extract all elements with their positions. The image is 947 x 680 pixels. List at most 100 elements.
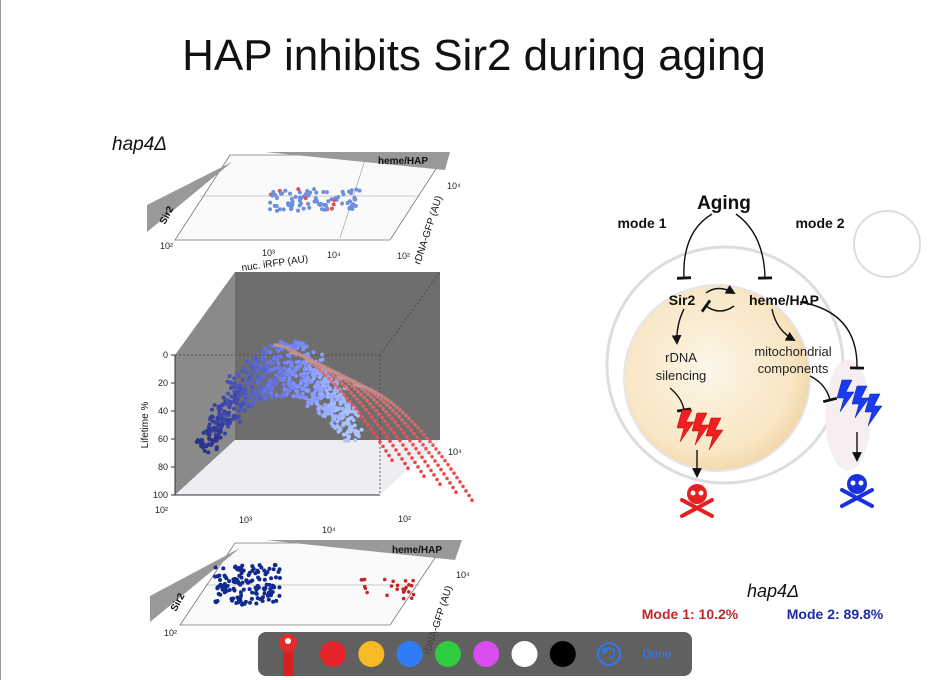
scatter-dot bbox=[334, 376, 338, 380]
scatter-dot bbox=[237, 419, 242, 424]
z-tick-label: 10² bbox=[398, 514, 411, 524]
scatter-dot bbox=[393, 420, 397, 424]
scatter-dot bbox=[332, 405, 337, 410]
mode2-result: Mode 2: 89.8% bbox=[787, 606, 884, 622]
scatter-dot bbox=[313, 388, 318, 393]
scatter-dot bbox=[350, 384, 354, 388]
scatter-dot bbox=[221, 566, 226, 571]
scatter-dot bbox=[413, 422, 417, 427]
scatter-dot bbox=[407, 451, 411, 456]
scatter-dot bbox=[434, 447, 438, 451]
scatter-dot bbox=[289, 201, 294, 206]
damage-bolts-blue bbox=[836, 379, 883, 427]
scatter-dot bbox=[348, 429, 353, 434]
scatter-dot bbox=[401, 596, 406, 601]
scatter-dot bbox=[467, 493, 471, 498]
color-swatch[interactable] bbox=[549, 641, 576, 667]
scatter-dot bbox=[252, 368, 257, 373]
scatter-dot bbox=[324, 373, 328, 378]
scatter-dot bbox=[229, 380, 234, 385]
scatter-dot bbox=[354, 407, 358, 411]
scatter-dot bbox=[240, 563, 245, 568]
scatter-dot bbox=[232, 389, 237, 394]
scatter-dot bbox=[372, 397, 376, 402]
scatter-dot bbox=[291, 385, 296, 390]
scatter-dot bbox=[267, 566, 272, 571]
color-swatch[interactable] bbox=[320, 641, 346, 667]
scatter-dot bbox=[333, 370, 337, 374]
scatter-dot bbox=[307, 364, 312, 369]
scatter-dot bbox=[300, 373, 305, 378]
scatter-dot bbox=[221, 402, 226, 407]
scatter-dot bbox=[216, 405, 221, 410]
scatter-dot bbox=[406, 466, 410, 471]
scatter-dot bbox=[269, 576, 274, 581]
scatter-dot bbox=[256, 575, 261, 580]
scatter-dot bbox=[288, 204, 293, 209]
scatter-dot bbox=[225, 379, 230, 384]
mode-label: mode 1 bbox=[617, 215, 666, 231]
scatter-dot bbox=[263, 572, 268, 577]
scatter-dot bbox=[384, 449, 388, 453]
scatter-dot bbox=[242, 408, 247, 413]
strain-label: hap4Δ bbox=[112, 134, 167, 155]
scatter-dot bbox=[325, 391, 330, 396]
scatter-dot bbox=[324, 388, 329, 393]
scatter-dot bbox=[325, 383, 330, 388]
scatter-dot bbox=[291, 381, 296, 386]
scatter-dot bbox=[353, 438, 358, 443]
scatter-dot bbox=[394, 448, 398, 452]
y-tick-label: 20 bbox=[158, 378, 168, 388]
scatter-dot bbox=[208, 415, 213, 420]
scatter-dot bbox=[212, 426, 217, 431]
color-swatch[interactable] bbox=[358, 641, 385, 667]
undo-button[interactable] bbox=[597, 642, 621, 666]
scatter-dot bbox=[416, 465, 420, 469]
scatter-dot bbox=[313, 371, 318, 376]
scatter-dot bbox=[261, 358, 266, 363]
scatter-dot bbox=[278, 340, 283, 345]
color-swatch[interactable] bbox=[473, 641, 500, 667]
rdna-label: rDNA bbox=[665, 350, 697, 365]
scatter-dot bbox=[330, 379, 334, 384]
scatter-dot bbox=[402, 431, 406, 435]
scatter-dot bbox=[303, 378, 308, 383]
color-swatch[interactable] bbox=[511, 641, 538, 667]
scatter-dot bbox=[383, 396, 387, 400]
scatter-dot bbox=[233, 565, 238, 570]
scatter-dot bbox=[400, 457, 404, 461]
done-button[interactable]: Done bbox=[643, 647, 672, 661]
color-swatch[interactable] bbox=[434, 641, 461, 667]
scatter-dot bbox=[446, 463, 450, 467]
floor bbox=[175, 440, 440, 495]
scatter-dot bbox=[366, 423, 370, 427]
scatter-dot bbox=[253, 591, 258, 596]
color-swatch[interactable] bbox=[396, 641, 423, 667]
scatter-dot bbox=[397, 452, 401, 457]
scatter-dot bbox=[305, 352, 310, 357]
scatter-dot bbox=[270, 583, 275, 588]
scatter-dot bbox=[296, 393, 301, 398]
scatter-dot bbox=[326, 199, 331, 204]
scatter-dot bbox=[289, 351, 293, 355]
x-tick-label: 10⁴ bbox=[327, 250, 341, 260]
scatter-dot bbox=[392, 430, 396, 435]
scatter-dot bbox=[336, 194, 341, 199]
scatter-dot bbox=[344, 409, 349, 414]
scatter-dot bbox=[387, 413, 391, 417]
result-strain: hap4Δ bbox=[747, 581, 799, 601]
scatter-dot bbox=[246, 573, 251, 578]
scatter-dot bbox=[274, 392, 279, 397]
activate-arrow bbox=[705, 284, 736, 294]
scatter-dot bbox=[227, 374, 232, 379]
pen-tool[interactable] bbox=[279, 634, 297, 676]
scatter-dot bbox=[282, 393, 287, 398]
scatter-dot bbox=[386, 423, 390, 427]
scatter-dot bbox=[273, 343, 277, 347]
daughter-cell bbox=[853, 210, 921, 278]
scatter-dot bbox=[215, 574, 220, 579]
scatter-dot bbox=[311, 350, 316, 355]
scatter-dot bbox=[271, 599, 276, 604]
scatter-dot bbox=[343, 376, 347, 380]
